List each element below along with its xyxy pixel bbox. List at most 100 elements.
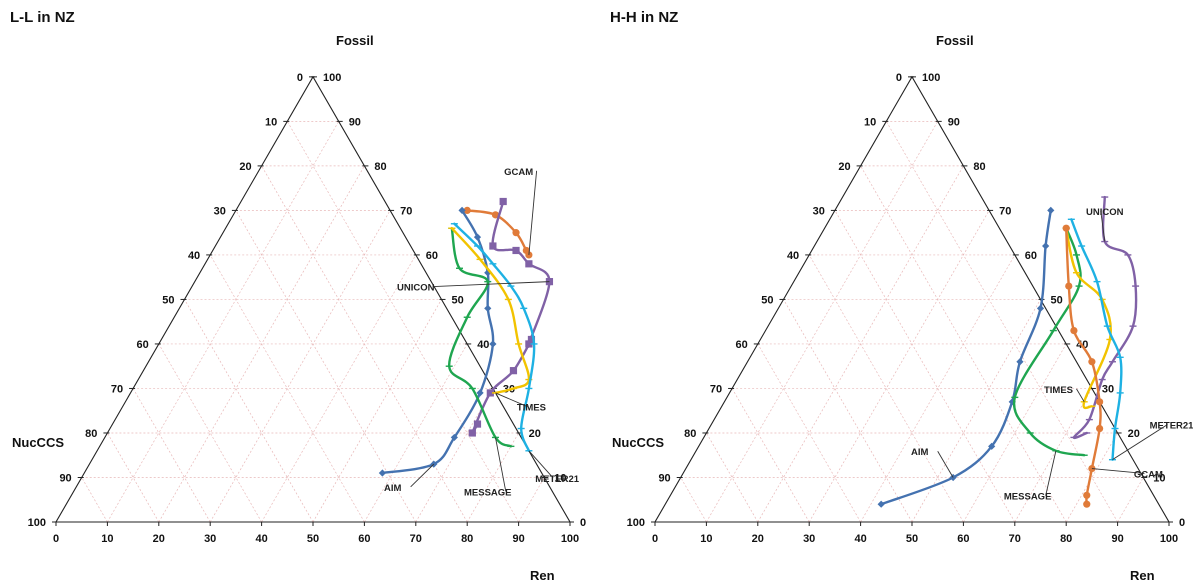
gridline-ren: [911, 299, 1041, 523]
leader-line: [937, 451, 954, 478]
series-unicon: [468, 197, 554, 437]
data-point: [512, 246, 520, 255]
tick-label-ren: 10: [101, 533, 113, 545]
leader-line: [1112, 424, 1168, 461]
data-point: [491, 211, 500, 219]
tick-label-nuc: 20: [838, 161, 850, 173]
tick-label-nuc: 20: [239, 161, 251, 173]
tick-label-fossil: 90: [948, 116, 960, 128]
data-point: [512, 229, 520, 237]
data-point: [1047, 206, 1055, 215]
gridline-nuc: [808, 254, 964, 523]
data-point: [1036, 304, 1045, 312]
series-line-meter21: [1070, 218, 1123, 461]
gridline-ren: [1014, 388, 1093, 523]
tick-label-ren: 50: [906, 533, 918, 545]
series-aim: [877, 206, 1055, 508]
data-point: [463, 206, 471, 215]
data-point: [527, 335, 536, 344]
data-point: [1083, 500, 1091, 508]
tick-label-fossil: 100: [323, 72, 341, 84]
tick-label-ren: 100: [1160, 533, 1178, 545]
tick-label-fossil: 80: [973, 161, 985, 173]
tick-label-fossil: 80: [374, 161, 386, 173]
tick-label-ren: 100: [561, 533, 579, 545]
data-point: [1070, 326, 1078, 335]
leader-line: [1045, 450, 1057, 496]
tick-label-fossil: 50: [452, 294, 464, 306]
tick-label-fossil: 70: [400, 205, 412, 217]
data-point: [484, 304, 492, 312]
gridline-ren: [415, 388, 494, 523]
tick-label-nuc: 10: [864, 116, 876, 128]
data-point: [877, 500, 885, 508]
data-point: [1088, 358, 1096, 366]
tick-label-nuc: 100: [28, 517, 46, 529]
chart-title: L-L in NZ: [10, 9, 75, 26]
annotation-label: UNICON: [397, 283, 435, 294]
gridline-nuc: [132, 388, 211, 523]
tick-label-nuc: 50: [761, 294, 773, 306]
tick-label-nuc: 30: [813, 205, 825, 217]
tick-label-fossil: 60: [426, 250, 438, 262]
gridline-nuc: [731, 388, 810, 523]
tick-label-ren: 90: [1111, 533, 1123, 545]
tick-label-nuc: 0: [297, 72, 303, 84]
tick-label-ren: 0: [652, 533, 658, 545]
tick-label-ren: 30: [803, 533, 815, 545]
series-aim: [378, 206, 497, 477]
tick-label-fossil: 10: [554, 472, 566, 484]
tick-label-ren: 70: [1009, 533, 1021, 545]
gridline-ren: [312, 299, 442, 523]
axis-name-ren: Ren: [530, 568, 555, 583]
data-point: [1096, 398, 1104, 406]
leader-line: [528, 170, 538, 255]
tick-label-nuc: 70: [710, 383, 722, 395]
leader-line: [1076, 388, 1085, 403]
data-point: [486, 389, 494, 397]
data-point: [450, 433, 458, 442]
tick-label-nuc: 30: [214, 205, 226, 217]
tick-label-nuc: 10: [265, 116, 277, 128]
gridline-ren: [466, 432, 519, 523]
gridline-ren: [1117, 477, 1144, 523]
axis-name-ren: Ren: [1130, 568, 1155, 583]
gridline-ren: [706, 121, 939, 523]
data-point: [1016, 358, 1024, 366]
tick-label-fossil: 0: [1179, 517, 1185, 529]
annotation-label: MESSAGE: [464, 487, 512, 498]
data-point: [1065, 282, 1073, 290]
tick-label-nuc: 0: [896, 72, 902, 84]
tick-label-fossil: 40: [477, 339, 489, 351]
axis-name-nuccs: NucCCS: [612, 435, 664, 450]
gridline-ren: [107, 121, 340, 523]
tick-label-nuc: 60: [736, 339, 748, 351]
leader-line: [495, 392, 528, 408]
annotation-label: MESSAGE: [1004, 492, 1052, 503]
data-point: [1042, 242, 1050, 250]
annotation-label: AIM: [384, 483, 402, 494]
annotations: UNICON TIMES AIM MESSAGE METER21 GCAM: [911, 207, 1193, 503]
tick-label-ren: 80: [1060, 533, 1072, 545]
tick-label-ren: 30: [204, 533, 216, 545]
axis-name-fossil: Fossil: [336, 33, 374, 48]
tick-label-fossil: 10: [1153, 472, 1165, 484]
tick-label-ren: 50: [307, 533, 319, 545]
gridline-ren: [808, 210, 990, 523]
series-gcam: [463, 206, 533, 259]
tick-label-ren: 80: [461, 533, 473, 545]
gridline-nuc: [757, 343, 861, 523]
tick-label-nuc: 80: [684, 428, 696, 440]
leader-line: [495, 437, 507, 492]
tick-label-fossil: 20: [1128, 428, 1140, 440]
annotation-label: TIMES: [517, 403, 546, 414]
data-point: [489, 340, 497, 348]
annotation-label: METER21: [535, 474, 580, 485]
chart-title: H-H in NZ: [610, 9, 678, 26]
data-point: [525, 340, 533, 348]
leader-line: [1091, 468, 1145, 474]
